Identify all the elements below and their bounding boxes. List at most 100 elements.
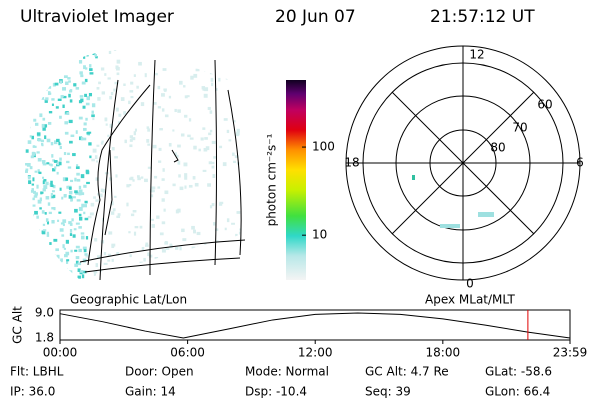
speckle (177, 144, 181, 148)
speckle (60, 57, 63, 62)
speckle (91, 282, 93, 285)
speckle (38, 57, 42, 60)
x-tick-label: 12:00 (298, 346, 333, 360)
speckle (109, 177, 113, 181)
altitude-line (59, 312, 571, 339)
speckle (78, 213, 82, 217)
speckle (101, 91, 106, 95)
x-tick-label: 23:59 (553, 346, 588, 360)
speckle (28, 180, 32, 185)
speckle (44, 135, 47, 140)
speckle (78, 185, 82, 190)
speckle (78, 190, 82, 195)
speckle (134, 128, 137, 132)
speckle (157, 85, 161, 90)
speckle (180, 49, 184, 50)
speckle (204, 137, 208, 140)
speckle (70, 198, 73, 202)
speckle (83, 127, 87, 131)
speckle (76, 178, 81, 182)
speckle (237, 279, 241, 280)
speckle (58, 56, 62, 59)
speckle (195, 63, 200, 67)
speckle (63, 247, 67, 250)
lat-label: 80 (490, 141, 505, 155)
speckle (45, 218, 49, 222)
speckle (184, 45, 188, 48)
speckle (74, 249, 78, 252)
speckle (199, 58, 202, 62)
speckle (75, 130, 78, 134)
speckle (63, 95, 67, 99)
speckle (67, 152, 70, 156)
speckle (62, 244, 65, 249)
speckle (36, 91, 39, 95)
speckle (42, 229, 47, 232)
lat-label: 70 (512, 121, 527, 135)
speckle (111, 258, 114, 262)
speckle (178, 174, 181, 178)
speckle (119, 272, 124, 276)
speckle (85, 117, 88, 121)
speckle (234, 155, 239, 159)
speckle (94, 238, 98, 242)
speckle (36, 151, 40, 154)
speckle (223, 118, 228, 121)
speckle (78, 136, 83, 141)
speckle (68, 119, 73, 124)
speckle (110, 211, 115, 215)
speckle (42, 245, 47, 250)
speckle (51, 64, 55, 68)
speckle (199, 255, 204, 258)
speckle (73, 196, 76, 199)
speckle (137, 277, 141, 280)
speckle (136, 85, 139, 89)
speckle (31, 151, 36, 156)
speckle (196, 246, 200, 250)
speckle (208, 161, 213, 165)
speckle (39, 68, 43, 72)
speckle (43, 179, 47, 182)
speckle (194, 182, 199, 187)
speckle (184, 173, 188, 177)
speckle (47, 121, 52, 125)
speckle (26, 241, 29, 245)
speckle (222, 162, 227, 167)
speckle (39, 207, 42, 210)
speckle (107, 253, 111, 256)
speckle (111, 201, 114, 206)
speckle (217, 57, 221, 61)
speckle (29, 166, 33, 170)
speckle (41, 268, 45, 272)
speckle (29, 238, 32, 243)
speckle (95, 177, 100, 181)
speckle (211, 165, 215, 169)
speckle (88, 47, 91, 49)
speckle (191, 246, 196, 251)
speckle (28, 54, 33, 58)
speckle (152, 270, 155, 273)
speckle (33, 245, 37, 249)
speckle (103, 252, 107, 256)
speckle (34, 100, 37, 104)
speckle (172, 129, 175, 132)
speckle (45, 72, 49, 76)
speckle (152, 101, 157, 105)
speckle (34, 97, 39, 100)
speckle (45, 181, 49, 186)
speckle (161, 108, 165, 112)
speckle (192, 54, 195, 58)
speckle (68, 93, 71, 98)
speckle (51, 98, 55, 101)
speckle (243, 223, 247, 227)
speckle (236, 211, 241, 214)
speckle (234, 54, 239, 58)
speckle (215, 88, 218, 91)
speckle (33, 63, 37, 66)
speckle (32, 177, 35, 182)
speckle (86, 96, 90, 101)
speckle (198, 148, 201, 152)
speckle (152, 260, 156, 264)
speckle (129, 254, 132, 258)
speckle (63, 75, 68, 79)
